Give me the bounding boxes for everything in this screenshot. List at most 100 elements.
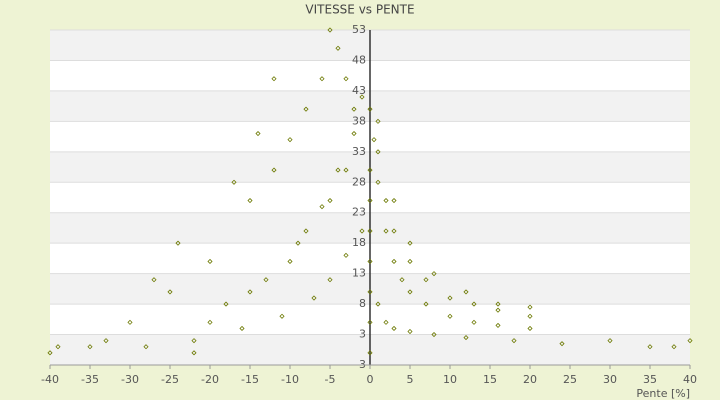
point (47, 350, 53, 356)
y-tick-label: 13 (352, 267, 366, 280)
point (335, 167, 341, 173)
x-tick-label: -35 (81, 373, 99, 386)
point (287, 258, 293, 265)
point (55, 344, 61, 350)
x-tick-label: 10 (443, 373, 457, 386)
point (167, 289, 173, 295)
point (367, 197, 373, 204)
point (279, 313, 285, 319)
x-tick-label: 0 (367, 373, 374, 386)
point (431, 331, 437, 338)
point (287, 137, 293, 143)
point (367, 319, 373, 325)
point (87, 344, 93, 350)
y-tick-label: 33 (352, 145, 366, 158)
point (359, 94, 365, 100)
point (303, 228, 309, 234)
chart-title: VITESSE vs PENTE (305, 3, 414, 17)
point (463, 335, 469, 341)
point (375, 301, 381, 307)
point (399, 277, 405, 283)
x-tick-label: 35 (643, 373, 657, 386)
point (103, 338, 109, 344)
point (391, 228, 397, 234)
point (127, 319, 133, 325)
point (271, 167, 277, 173)
point (471, 301, 477, 307)
x-tick-label: 15 (483, 373, 497, 386)
point (391, 197, 397, 204)
point (319, 76, 325, 82)
point (447, 295, 453, 301)
point (143, 344, 149, 350)
point (527, 325, 533, 332)
point (471, 319, 477, 325)
point (359, 228, 365, 234)
point (351, 130, 357, 137)
point (495, 322, 501, 328)
point (367, 106, 373, 112)
point (607, 338, 613, 344)
point (175, 240, 181, 246)
x-tick-label: 30 (603, 373, 617, 386)
point (391, 258, 397, 265)
point (263, 277, 269, 283)
point (319, 204, 325, 210)
point (191, 338, 197, 344)
x-tick-label: -40 (41, 373, 59, 386)
point (375, 149, 381, 155)
y-tick-label: 28 (352, 175, 366, 188)
point (367, 167, 373, 173)
point (367, 289, 373, 295)
x-tick-label: -15 (241, 373, 259, 386)
point (687, 338, 693, 344)
point (431, 271, 437, 277)
y-tick-label: 53 (352, 23, 366, 36)
point (231, 179, 237, 185)
x-tick-label: 5 (407, 373, 414, 386)
x-tick-label: -20 (201, 373, 219, 386)
point (527, 313, 533, 319)
point (327, 277, 333, 283)
point (335, 45, 341, 51)
y-tick-label: 48 (352, 53, 366, 66)
point (447, 313, 453, 319)
y-tick-label: 3 (359, 328, 366, 341)
point (191, 350, 197, 356)
point (371, 137, 377, 143)
point (327, 27, 333, 33)
x-tick-label: -10 (281, 373, 299, 386)
point (239, 325, 245, 332)
point (367, 258, 373, 265)
point (343, 76, 349, 82)
point (207, 319, 213, 325)
point (511, 338, 517, 344)
point (383, 319, 389, 325)
point (407, 240, 413, 246)
point (367, 350, 373, 356)
y-tick-label: 43 (352, 84, 366, 97)
point (367, 228, 373, 234)
x-axis-title: Pente [%] (636, 387, 690, 400)
point (495, 301, 501, 307)
point (375, 118, 381, 124)
point (407, 289, 413, 295)
point (559, 341, 565, 347)
point (671, 344, 677, 350)
point (247, 197, 253, 204)
point (247, 289, 253, 295)
y-tick-label: 8 (359, 297, 366, 310)
point (463, 289, 469, 295)
y-tick-label: 38 (352, 114, 366, 127)
point (343, 252, 349, 258)
x-tick-label: -5 (325, 373, 336, 386)
point (391, 325, 397, 332)
point (207, 258, 213, 265)
point (383, 197, 389, 204)
point (423, 277, 429, 283)
point (343, 167, 349, 173)
point (151, 277, 157, 283)
y-tick-label: 23 (352, 206, 366, 219)
x-tick-label: -30 (121, 373, 139, 386)
